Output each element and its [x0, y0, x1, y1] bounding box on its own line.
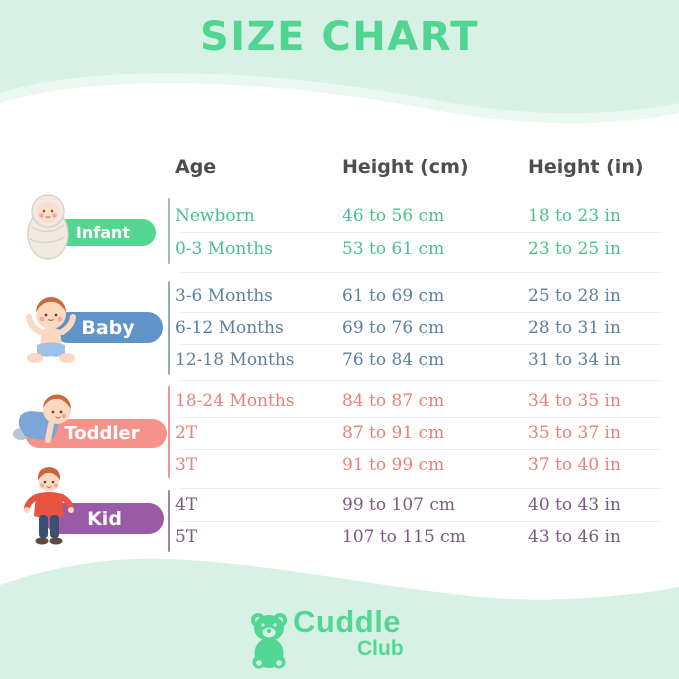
- table-header-row: Age Height (cm) Height (in): [175, 152, 667, 182]
- table-row: 0-3 Months 53 to 61 cm 23 to 25 in: [175, 234, 667, 264]
- height-in-cell: 40 to 43 in: [528, 495, 621, 515]
- row-divider: [180, 417, 662, 418]
- column-header-age: Age: [175, 156, 217, 178]
- height-cm-cell: 53 to 61 cm: [342, 239, 445, 259]
- table-row: 2T 87 to 91 cm 35 to 37 in: [175, 418, 667, 448]
- height-cm-cell: 46 to 56 cm: [342, 206, 445, 226]
- height-cm-cell: 91 to 99 cm: [342, 455, 445, 475]
- age-cell: 12-18 Months: [175, 350, 295, 370]
- kid-group-label: Kid: [87, 507, 122, 530]
- page-title: SIZE CHART: [199, 14, 480, 60]
- top-wave-decoration: [0, 0, 679, 140]
- table-row: 18-24 Months 84 to 87 cm 34 to 35 in: [175, 386, 667, 416]
- toddler-group-label: Toddler: [64, 423, 140, 444]
- age-cell: 0-3 Months: [175, 239, 273, 259]
- column-header-height-in: Height (in): [528, 156, 644, 178]
- height-cm-cell: 99 to 107 cm: [342, 495, 455, 515]
- row-divider: [180, 344, 662, 345]
- table-row: 12-18 Months 76 to 84 cm 31 to 34 in: [175, 345, 667, 375]
- crawling-toddler-icon: [13, 394, 72, 443]
- age-cell: Newborn: [175, 206, 255, 226]
- row-divider: [180, 232, 662, 233]
- height-cm-cell: 69 to 76 cm: [342, 318, 445, 338]
- height-in-cell: 23 to 25 in: [528, 239, 621, 259]
- height-cm-cell: 61 to 69 cm: [342, 286, 445, 306]
- height-in-cell: 37 to 40 in: [528, 455, 621, 475]
- age-cell: 6-12 Months: [175, 318, 284, 338]
- teddy-bear-icon: [251, 613, 287, 669]
- kid-group-pill: Kid: [45, 503, 164, 534]
- table-row: 3T 91 to 99 cm 37 to 40 in: [175, 450, 667, 480]
- height-cm-cell: 84 to 87 cm: [342, 391, 445, 411]
- row-divider: [180, 449, 662, 450]
- infant-group-divider: [168, 198, 170, 264]
- toddler-group-divider: [168, 386, 170, 478]
- age-cell: 3-6 Months: [175, 286, 273, 306]
- brand-name-cuddle: Cuddle: [293, 604, 402, 639]
- table-row: 4T 99 to 107 cm 40 to 43 in: [175, 490, 667, 520]
- row-divider: [180, 488, 662, 489]
- age-cell: 3T: [175, 455, 198, 475]
- infant-group-label: Infant: [75, 223, 131, 242]
- kid-group-divider: [168, 490, 170, 552]
- height-in-cell: 18 to 23 in: [528, 206, 621, 226]
- age-cell: 5T: [175, 527, 198, 547]
- height-in-cell: 34 to 35 in: [528, 391, 621, 411]
- standing-boy-icon: [24, 467, 74, 545]
- height-cm-cell: 107 to 115 cm: [342, 527, 466, 547]
- table-row: 5T 107 to 115 cm 43 to 46 in: [175, 522, 667, 552]
- sitting-baby-icon: [26, 297, 76, 363]
- row-divider: [180, 312, 662, 313]
- baby-group-pill: Baby: [53, 312, 163, 343]
- column-header-height-cm: Height (cm): [342, 156, 469, 178]
- bottom-wave-decoration: [0, 558, 679, 679]
- age-cell: 2T: [175, 423, 198, 443]
- table-row: 3-6 Months 61 to 69 cm 25 to 28 in: [175, 281, 667, 311]
- row-divider: [180, 272, 662, 273]
- row-divider: [180, 521, 662, 522]
- table-row: 6-12 Months 69 to 76 cm 28 to 31 in: [175, 313, 667, 343]
- height-in-cell: 28 to 31 in: [528, 318, 621, 338]
- height-in-cell: 25 to 28 in: [528, 286, 621, 306]
- height-in-cell: 31 to 34 in: [528, 350, 621, 370]
- table-row: Newborn 46 to 56 cm 18 to 23 in: [175, 201, 667, 231]
- row-divider: [180, 380, 662, 381]
- brand-name-club: Club: [357, 637, 404, 660]
- age-cell: 4T: [175, 495, 198, 515]
- height-in-cell: 43 to 46 in: [528, 527, 621, 547]
- height-in-cell: 35 to 37 in: [528, 423, 621, 443]
- height-cm-cell: 87 to 91 cm: [342, 423, 445, 443]
- swaddled-baby-icon: [27, 194, 69, 260]
- baby-group-label: Baby: [81, 316, 135, 339]
- height-cm-cell: 76 to 84 cm: [342, 350, 445, 370]
- baby-group-divider: [168, 281, 170, 375]
- age-cell: 18-24 Months: [175, 391, 295, 411]
